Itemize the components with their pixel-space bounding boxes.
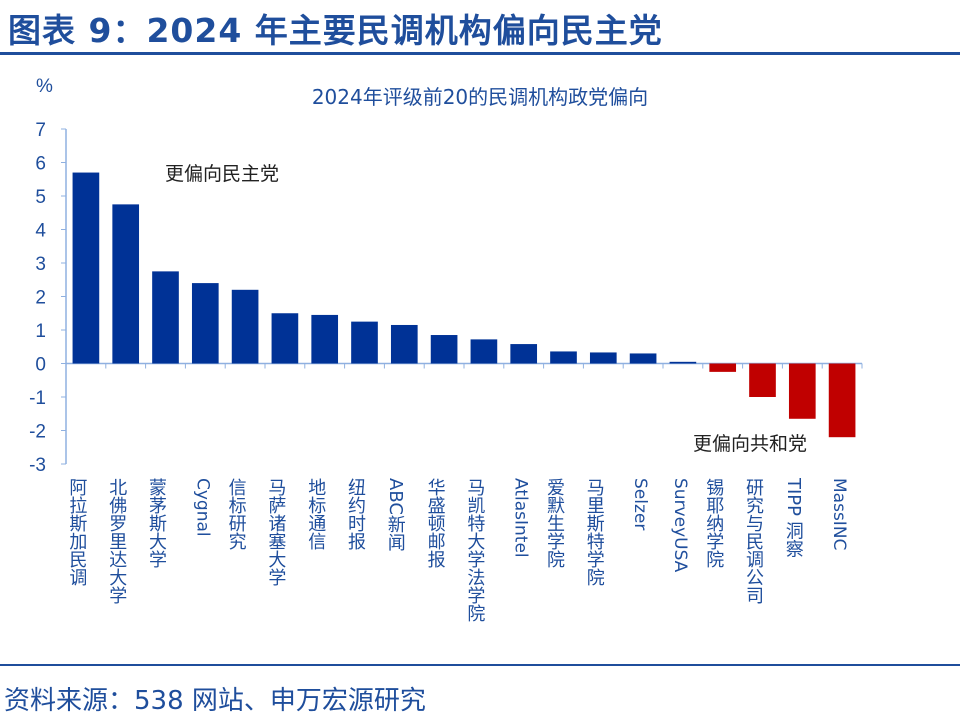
bar [72,172,100,364]
bar [828,363,856,438]
bar [709,363,737,372]
y-tick-label: 5 [35,187,46,208]
bar [351,321,378,364]
bar [629,353,657,364]
category-label: TIPP 洞察 [783,477,804,558]
category-label: 蒙茅斯大学 [146,478,167,568]
footer-divider [0,664,960,666]
category-label: 马萨诸塞大学 [265,478,286,586]
y-tick-label: 6 [35,154,46,175]
figure-title: 图表 9：2024 年主要民调机构偏向民主党 [8,11,663,50]
category-label: 研究与民调公司 [743,478,764,604]
bar [231,289,259,364]
source-note: 资料来源：538 网站、申万宏源研究 [4,686,426,716]
y-tick-label: 1 [35,321,46,342]
bar [191,283,219,364]
y-tick-label: -2 [29,422,46,443]
bar [271,313,299,364]
category-label: SurveyUSA [670,478,690,573]
category-label: Selzer [630,478,650,530]
y-tick-label: 4 [35,221,46,242]
y-tick-label: -1 [29,388,46,409]
bar [390,324,418,364]
category-label: 马凯特大学法学院 [464,478,485,622]
annotation-republican: 更偏向共和党 [693,433,807,455]
category-label: 阿拉斯加民调 [66,478,87,587]
bar [112,204,140,364]
y-tick-label: 0 [35,355,46,376]
bar [788,363,816,419]
bar [311,314,339,364]
category-label: 地标通信 [305,478,326,550]
bar [550,351,577,364]
category-label: 马里斯特学院 [584,478,605,586]
bar [470,339,498,364]
category-label: 华盛顿邮报 [425,478,446,569]
category-label: 纽约时报 [345,478,366,551]
bar [152,271,179,364]
category-label: MassINC [829,478,849,550]
y-tick-label: 2 [35,288,46,309]
category-label: AtlasIntel [511,478,531,558]
title-divider [0,52,960,55]
bar [510,344,538,364]
bar [430,335,458,364]
bar [589,352,617,364]
chart-title: 2024年评级前20的民调机构政党偏向 [312,85,648,109]
bar-chart: % 2024年评级前20的民调机构政党偏向 更偏向民主党 更偏向共和党 7 6 5 4… [29,76,863,622]
annotation-democrat: 更偏向民主党 [165,163,279,185]
y-tick-label: 7 [35,120,46,141]
y-tick-label: 3 [35,254,46,275]
category-label: 信标研究 [226,478,247,550]
category-label: 爱默生学院 [544,478,565,568]
category-label: ABC新闻 [385,478,406,551]
category-label: Cygnal [192,478,212,537]
category-label: 北佛罗里达大学 [106,478,127,604]
y-axis-unit: % [36,76,53,97]
y-tick-label: -3 [29,455,46,476]
bar [749,363,776,397]
bar [669,361,697,364]
category-label: 锡耶纳学院 [703,478,724,568]
